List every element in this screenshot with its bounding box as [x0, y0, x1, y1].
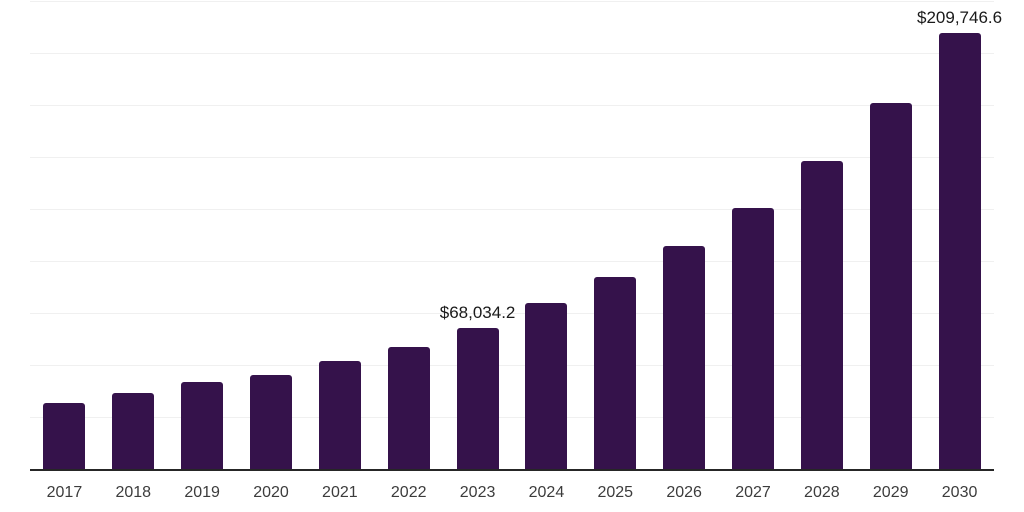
- gridline: [30, 365, 994, 367]
- gridline: [30, 105, 994, 107]
- x-tick-label-2026: 2026: [666, 484, 702, 501]
- bar-2019[interactable]: [181, 382, 224, 470]
- x-axis-line: [30, 469, 994, 471]
- x-tick-label-2022: 2022: [390, 484, 427, 501]
- bar-value-label-2030: $209,746.6: [917, 7, 1003, 27]
- gridline: [30, 53, 994, 55]
- gridline: [30, 209, 994, 211]
- bar-2028[interactable]: [800, 160, 843, 470]
- x-tick-label-2030: 2030: [941, 484, 978, 501]
- x-tick-label-2029: 2029: [872, 484, 909, 501]
- bar-2027[interactable]: [732, 207, 774, 470]
- bar-2024[interactable]: [525, 303, 568, 470]
- bar-2017[interactable]: [43, 402, 86, 470]
- x-tick-label-2024: 2024: [528, 484, 565, 501]
- x-tick-label-2027: 2027: [735, 484, 771, 501]
- x-tick-label-2021: 2021: [322, 484, 358, 501]
- bar-2020[interactable]: [250, 375, 292, 470]
- bar-2023[interactable]: [456, 327, 499, 470]
- bar-2025[interactable]: [594, 276, 637, 470]
- x-tick-label-2028: 2028: [804, 484, 840, 501]
- gridline: [30, 157, 994, 159]
- gridline: [30, 417, 994, 419]
- gridline: [30, 313, 994, 315]
- gridline: [30, 1, 994, 2]
- bar-2029[interactable]: [869, 103, 912, 470]
- bar-2021[interactable]: [318, 361, 361, 470]
- bar-2022[interactable]: [387, 346, 430, 470]
- bar-2030[interactable]: [938, 32, 981, 470]
- bar-value-label-2023: $68,034.2: [439, 302, 516, 322]
- x-tick-label-2018: 2018: [115, 484, 152, 501]
- bar-2026[interactable]: [663, 245, 706, 470]
- x-tick-label-2017: 2017: [46, 484, 83, 501]
- x-tick-label-2025: 2025: [597, 484, 634, 501]
- bar-2018[interactable]: [112, 393, 155, 470]
- x-tick-label-2019: 2019: [184, 484, 220, 501]
- gridline: [30, 261, 994, 263]
- x-tick-label-2023: 2023: [459, 484, 496, 501]
- x-tick-label-2020: 2020: [253, 484, 289, 501]
